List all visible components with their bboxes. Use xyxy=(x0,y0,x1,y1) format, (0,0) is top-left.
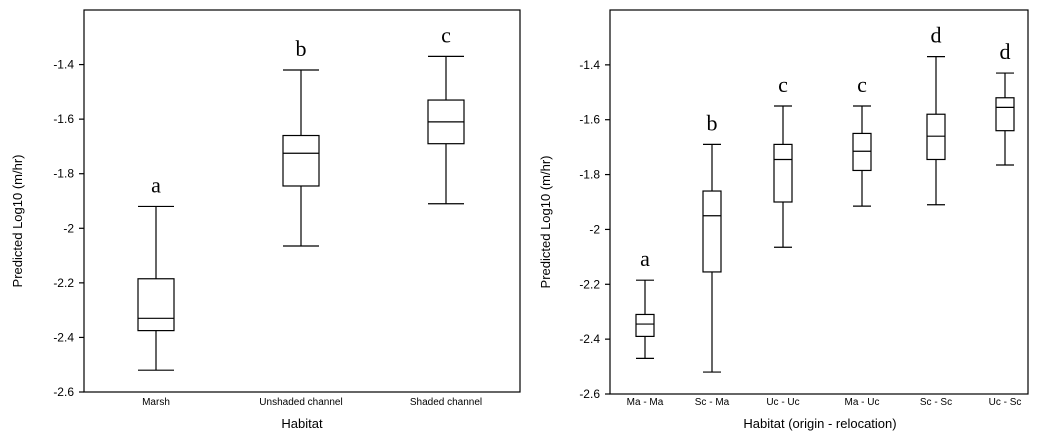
significance-label: c xyxy=(778,72,788,97)
iqr-box xyxy=(137,278,175,332)
y-tick-label: -2.2 xyxy=(53,276,74,290)
y-tick-label: -2.4 xyxy=(579,332,600,346)
iqr-box xyxy=(702,190,722,273)
y-axis-title: Predicted Log10 (m/hr) xyxy=(10,155,25,288)
y-tick-label: -1.6 xyxy=(53,112,74,126)
iqr-box xyxy=(926,113,946,161)
x-axis-title: Habitat xyxy=(281,416,323,431)
y-tick-label: -1.8 xyxy=(579,168,600,182)
x-category-label: Ma - Ma xyxy=(627,397,664,408)
y-axis-title: Predicted Log10 (m/hr) xyxy=(538,156,553,289)
y-tick-label: -1.4 xyxy=(53,58,74,72)
x-category-label: Unshaded channel xyxy=(259,397,342,408)
y-tick-label: -2 xyxy=(589,222,600,236)
iqr-box xyxy=(282,134,320,187)
significance-label: a xyxy=(151,172,161,197)
significance-label: c xyxy=(441,22,451,47)
x-category-label: Sc - Sc xyxy=(920,397,952,408)
left-boxplot-panel: -1.4 -1.6 -1.8 -2 -2.2 -2.4 -2.6 Predicted Log1… xyxy=(10,9,521,431)
significance-label: b xyxy=(707,110,718,135)
significance-label: b xyxy=(296,36,307,61)
x-category-label: Uc - Uc xyxy=(766,397,799,408)
y-tick-label: -1.4 xyxy=(579,58,600,72)
y-tick-label: -1.6 xyxy=(579,113,600,127)
x-category-label: Uc - Sc xyxy=(989,397,1022,408)
plot-frame xyxy=(609,9,1029,395)
significance-label: a xyxy=(640,246,650,271)
y-tick-label: -1.8 xyxy=(53,167,74,181)
iqr-box xyxy=(635,313,655,338)
x-category-label: Sc - Ma xyxy=(695,397,730,408)
box-3: c xyxy=(852,72,872,207)
y-tick-label: -2.2 xyxy=(579,277,600,291)
y-tick-label: -2.6 xyxy=(579,387,600,401)
significance-label: c xyxy=(857,72,867,97)
box-2: c xyxy=(427,22,465,205)
right-boxplot-panel: -1.4 -1.6 -1.8 -2 -2.2 -2.4 -2.6 Predicted Log1… xyxy=(538,9,1029,431)
x-category-label: Shaded channel xyxy=(410,397,482,408)
y-tick-label: -2 xyxy=(63,221,74,235)
box-2: c xyxy=(773,72,793,248)
x-axis-title: Habitat (origin - relocation) xyxy=(743,416,896,431)
iqr-box xyxy=(852,132,872,172)
box-0: a xyxy=(635,246,655,359)
plot-frame xyxy=(83,9,521,393)
box-0: a xyxy=(137,172,175,371)
iqr-box xyxy=(995,97,1015,132)
significance-label: d xyxy=(931,23,942,48)
box-1: b xyxy=(282,36,320,247)
box-4: d xyxy=(926,23,946,206)
box-1: b xyxy=(702,110,722,373)
box-5: d xyxy=(995,39,1015,166)
iqr-box xyxy=(773,143,793,203)
significance-label: d xyxy=(1000,39,1011,64)
y-tick-label: -2.4 xyxy=(53,330,74,344)
x-category-label: Marsh xyxy=(142,397,170,408)
y-tick-label: -2.6 xyxy=(53,385,74,399)
x-category-label: Ma - Uc xyxy=(845,397,880,408)
